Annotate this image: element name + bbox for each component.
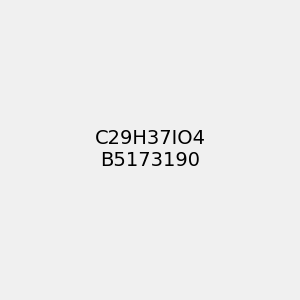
Text: C29H37IO4
B5173190: C29H37IO4 B5173190 bbox=[94, 130, 206, 170]
